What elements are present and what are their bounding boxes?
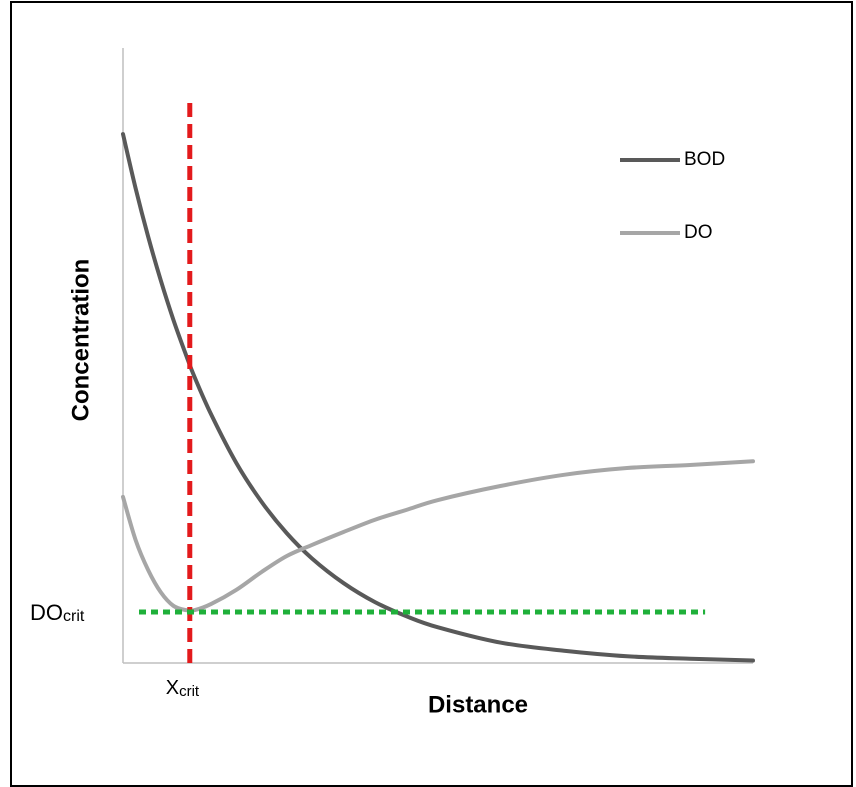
label-sub: crit: [179, 683, 200, 700]
legend-label: DO: [684, 222, 713, 243]
series-line: [121, 459, 755, 613]
critical-distance-label: Xcrit: [166, 677, 200, 700]
series-line: [121, 132, 755, 663]
x-axis-title: Distance: [428, 691, 528, 718]
frame: [10, 1, 853, 787]
label-main: DO: [30, 600, 63, 625]
label-main: X: [166, 677, 179, 699]
y-axis-title: Concentration: [67, 259, 94, 422]
critical-do-label: DOcrit: [30, 600, 85, 625]
label-sub: crit: [63, 608, 85, 625]
legend-label: BOD: [684, 149, 725, 170]
